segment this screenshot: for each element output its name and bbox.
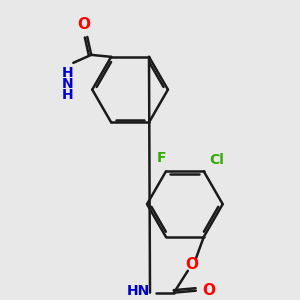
Text: Cl: Cl (210, 153, 225, 167)
Text: HN: HN (127, 284, 150, 298)
Text: H: H (61, 88, 73, 102)
Text: N: N (61, 77, 73, 91)
Text: O: O (185, 257, 198, 272)
Text: O: O (202, 283, 215, 298)
Text: O: O (77, 17, 90, 32)
Text: F: F (157, 152, 167, 165)
Text: H: H (61, 66, 73, 80)
